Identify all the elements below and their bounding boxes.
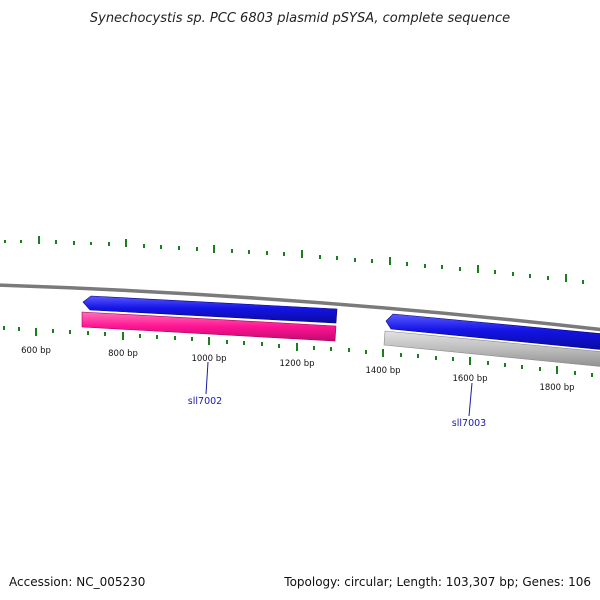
plasmid-backbone	[0, 283, 600, 332]
scale-label-1200: 1200 bp	[279, 359, 314, 369]
gene-sll7003-bar[interactable]	[383, 330, 600, 367]
forward-tick-marks	[4, 236, 584, 284]
scale-label-600: 600 bp	[21, 346, 51, 356]
gene-label-sll7002[interactable]: sll7002	[188, 396, 222, 407]
accession-text: Accession: NC_005230	[9, 575, 145, 589]
map-title: Synechocystis sp. PCC 6803 plasmid pSYSA…	[90, 11, 510, 26]
gene-forward-arrow-1[interactable]	[82, 295, 338, 324]
scale-label-1000: 1000 bp	[191, 354, 226, 364]
gene-forward-arrow-2[interactable]	[385, 313, 600, 350]
gene-sll7002-leader	[205, 361, 209, 395]
scale-label-1400: 1400 bp	[365, 366, 400, 376]
scale-label-1800: 1800 bp	[539, 383, 574, 393]
scale-label-800: 800 bp	[108, 349, 138, 359]
scale-label-1600: 1600 bp	[452, 374, 487, 384]
gene-sll7003-leader	[468, 382, 473, 417]
summary-text: Topology: circular; Length: 103,307 bp; …	[283, 575, 591, 589]
gene-sll7002-bar[interactable]	[81, 311, 337, 342]
reverse-tick-marks	[3, 326, 593, 377]
gene-label-sll7003[interactable]: sll7003	[452, 418, 486, 429]
